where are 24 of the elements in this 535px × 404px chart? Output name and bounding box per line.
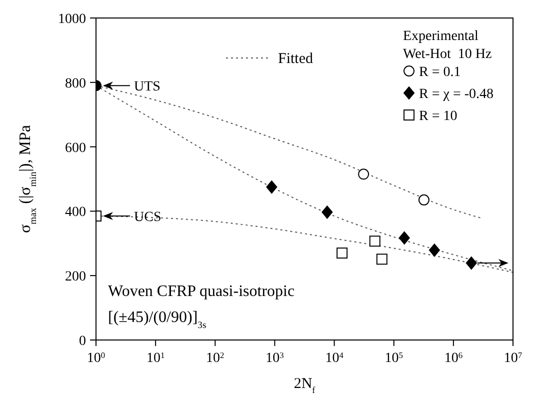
y-tick-label: 0 <box>79 334 86 349</box>
annotation: Woven CFRP quasi-isotropic <box>108 283 295 300</box>
legend-label: R = 10 <box>419 109 458 124</box>
x-tick-label: 10$^{6}$ <box>444 350 463 366</box>
y-tick-label: 400 <box>65 205 86 220</box>
x-tick-label: 10$^{7}$ <box>504 350 522 366</box>
y-tick-label: 1000 <box>58 12 86 27</box>
x-axis-title: 2N$_{f}$ <box>294 376 316 395</box>
legend-label: R = χ = -0.48 <box>419 87 494 102</box>
annotation: UTS <box>134 80 160 95</box>
annotation: UCS <box>134 210 162 226</box>
annotation: [(±45)/(0/90)]$_{3s}$ <box>108 309 206 330</box>
y-tick-label: 600 <box>65 140 86 156</box>
x-tick-label: 10$^{5}$ <box>384 350 403 366</box>
x-tick-label: 10$^{3}$ <box>266 350 284 366</box>
x-tick-label: 10$^{1}$ <box>146 350 165 366</box>
x-tick-label: 10$^{2}$ <box>206 350 224 366</box>
y-tick-label: 200 <box>65 270 86 285</box>
legend-title: Experimental Wet-Hot 10 Hz <box>403 29 492 62</box>
x-tick-label: 10$^{0}$ <box>86 350 106 366</box>
legend-label: R = 0.1 <box>419 65 461 80</box>
legend-label: Fitted <box>278 51 314 67</box>
x-tick-label: 10$^{4}$ <box>325 350 344 366</box>
y-tick-label: 800 <box>65 76 86 92</box>
